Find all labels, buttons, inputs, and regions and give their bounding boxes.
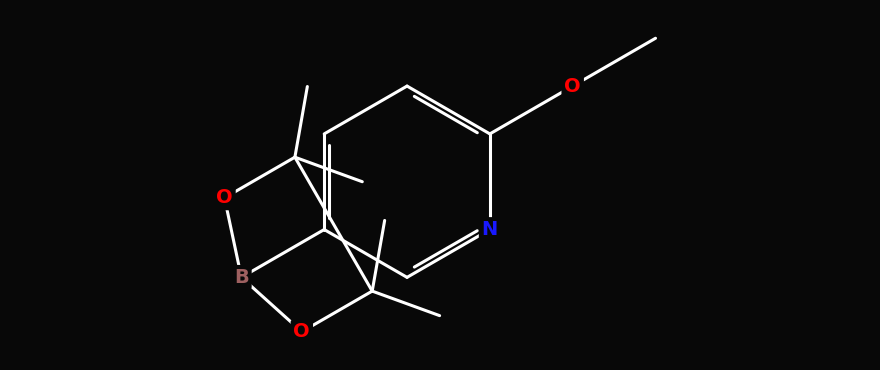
Text: N: N	[481, 220, 498, 239]
Text: O: O	[216, 188, 233, 207]
Text: B: B	[234, 268, 249, 287]
Text: O: O	[294, 322, 310, 341]
Text: O: O	[564, 77, 581, 95]
